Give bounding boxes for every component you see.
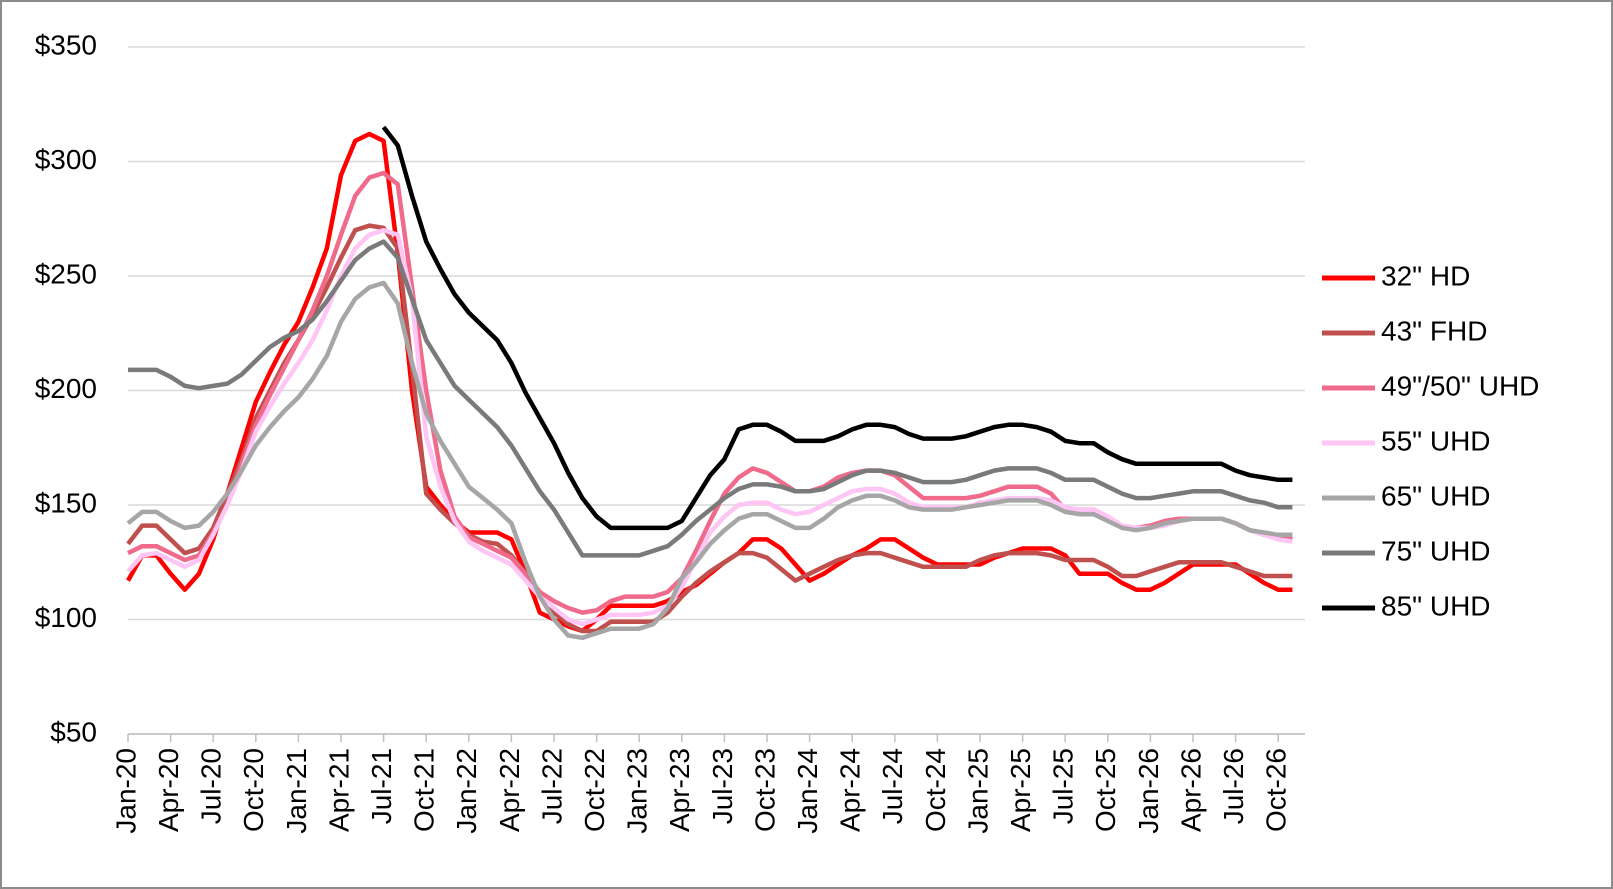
series-line — [126, 227, 1293, 627]
x-tick-label: Jul-26 — [1218, 748, 1249, 824]
x-tick-label: Jan-23 — [622, 748, 653, 834]
x-tick-label: Jul-20 — [196, 748, 227, 824]
x-tick-label: Apr-25 — [1005, 748, 1036, 832]
legend-label: 85" UHD — [1381, 590, 1491, 621]
x-tick-label: Jan-25 — [962, 748, 993, 834]
legend-label: 32" HD — [1381, 260, 1470, 291]
x-tick-label: Jul-23 — [707, 748, 738, 824]
legend-label: 55" UHD — [1381, 425, 1491, 456]
x-tick-label: Jul-22 — [536, 748, 567, 824]
x-tick-label: Apr-20 — [153, 748, 184, 832]
legend-label: 43" FHD — [1381, 315, 1487, 346]
legend-label: 49"/50" UHD — [1381, 370, 1539, 401]
legend-label: 75" UHD — [1381, 535, 1491, 566]
series-line — [128, 239, 1293, 558]
x-tick-label: Jan-26 — [1133, 748, 1164, 834]
x-tick-label: Apr-21 — [323, 748, 354, 832]
x-tick-label: Jan-22 — [451, 748, 482, 834]
x-tick-label: Jul-21 — [366, 748, 397, 824]
x-tick-label: Apr-23 — [664, 748, 695, 832]
x-tick-label: Apr-22 — [494, 748, 525, 832]
x-tick-label: Jan-20 — [110, 748, 141, 834]
x-tick-label: Jan-21 — [281, 748, 312, 834]
x-tick-label: Oct-24 — [920, 748, 951, 832]
y-tick-label: $100 — [35, 602, 97, 633]
x-tick-label: Jan-24 — [792, 748, 823, 834]
x-tick-label: Oct-25 — [1090, 748, 1121, 832]
y-tick-label: $50 — [50, 716, 97, 747]
y-tick-label: $200 — [35, 373, 97, 404]
x-tick-label: Oct-20 — [238, 748, 269, 832]
y-tick-label: $150 — [35, 487, 97, 518]
x-tick-label: Oct-26 — [1261, 748, 1292, 832]
y-tick-label: $350 — [35, 29, 97, 60]
y-tick-label: $250 — [35, 258, 97, 289]
x-tick-label: Oct-23 — [749, 748, 780, 832]
x-tick-label: Oct-22 — [579, 748, 610, 832]
x-tick-label: Jul-24 — [877, 748, 908, 824]
series-line — [381, 125, 1293, 531]
series-line — [126, 280, 1293, 641]
series-line — [126, 223, 1293, 634]
legend-label: 65" UHD — [1381, 480, 1491, 511]
x-tick-label: Apr-26 — [1175, 748, 1206, 832]
x-tick-label: Jul-25 — [1048, 748, 1079, 824]
y-tick-label: $300 — [35, 144, 97, 175]
x-tick-label: Oct-21 — [409, 748, 440, 832]
x-tick-label: Apr-24 — [835, 748, 866, 832]
